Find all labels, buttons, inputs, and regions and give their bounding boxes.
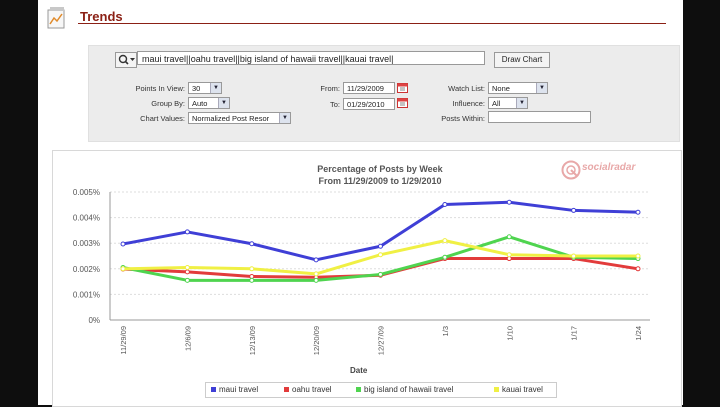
group-by-select[interactable]: Auto ▼ bbox=[188, 97, 230, 109]
legend-item: maui travel bbox=[211, 385, 258, 394]
legend-swatch bbox=[211, 387, 216, 393]
data-point bbox=[313, 277, 319, 283]
chart-values-select[interactable]: Normalized Post Resor ▼ bbox=[188, 112, 291, 124]
legend-item: big island of hawaii travel bbox=[356, 385, 453, 394]
x-tick-label: 1/10 bbox=[505, 326, 514, 341]
data-point bbox=[571, 207, 577, 213]
y-tick-label: 0.003% bbox=[73, 239, 100, 248]
data-point bbox=[506, 252, 512, 258]
chart-legend: maui travel oahu travel big island of hawa… bbox=[205, 382, 557, 398]
from-date-input[interactable]: 11/29/2009 bbox=[343, 82, 395, 94]
x-tick-label: 11/29/09 bbox=[119, 326, 128, 355]
chevron-down-icon: ▼ bbox=[536, 83, 547, 93]
group-by-label: Group By: bbox=[151, 99, 185, 108]
calendar-icon[interactable] bbox=[397, 97, 408, 108]
data-point bbox=[378, 243, 383, 249]
legend-label: maui travel bbox=[219, 385, 259, 394]
chevron-down-icon: ▼ bbox=[210, 83, 221, 93]
data-point bbox=[635, 253, 641, 259]
influence-select[interactable]: All ▼ bbox=[488, 97, 528, 109]
brand-name: socialradar bbox=[582, 162, 636, 173]
legend-label: oahu travel bbox=[292, 385, 332, 394]
data-point bbox=[184, 277, 190, 283]
y-tick-label: 0.004% bbox=[73, 214, 100, 223]
data-point bbox=[249, 266, 255, 272]
search-query-input[interactable]: maui travel||oahu travel||big island of … bbox=[137, 51, 485, 65]
y-tick-label: 0.002% bbox=[73, 265, 100, 274]
x-tick-label: 12/13/09 bbox=[248, 326, 257, 355]
series-line bbox=[122, 200, 639, 262]
legend-label: big island of hawaii travel bbox=[364, 385, 454, 394]
x-tick-label: 1/17 bbox=[570, 326, 579, 341]
legend-label: kauai travel bbox=[502, 385, 543, 394]
data-point bbox=[635, 209, 641, 215]
data-point bbox=[120, 241, 126, 247]
x-tick-label: 1/24 bbox=[634, 326, 643, 341]
data-point bbox=[442, 202, 448, 208]
posts-within-label: Posts Within: bbox=[441, 114, 485, 123]
socialradar-logo-icon bbox=[561, 160, 581, 180]
to-date-input[interactable]: 01/29/2010 bbox=[343, 98, 395, 110]
legend-item: kauai travel bbox=[494, 385, 543, 394]
points-in-view-label: Points In View: bbox=[135, 84, 185, 93]
page-title: Trends bbox=[80, 9, 123, 24]
watch-list-select[interactable]: None ▼ bbox=[488, 82, 548, 94]
legend-item: oahu travel bbox=[284, 385, 332, 394]
influence-label: Influence: bbox=[452, 99, 485, 108]
data-point bbox=[249, 241, 255, 247]
points-in-view-select[interactable]: 30 ▼ bbox=[188, 82, 222, 94]
data-point bbox=[442, 238, 448, 244]
data-point bbox=[571, 253, 577, 259]
chart-values-label: Chart Values: bbox=[140, 114, 185, 123]
search-icon[interactable] bbox=[115, 52, 137, 68]
chevron-down-icon: ▼ bbox=[218, 98, 229, 108]
data-point bbox=[184, 269, 190, 275]
data-point bbox=[120, 266, 126, 272]
chevron-down-icon: ▼ bbox=[516, 98, 527, 108]
calendar-icon[interactable] bbox=[397, 82, 408, 93]
data-point bbox=[635, 266, 641, 272]
x-tick-label: 1/3 bbox=[441, 326, 450, 336]
watch-list-label: Watch List: bbox=[448, 84, 485, 93]
data-point bbox=[249, 277, 255, 283]
legend-swatch bbox=[356, 387, 361, 393]
x-tick-label: 12/6/09 bbox=[183, 326, 192, 351]
to-label: To: bbox=[329, 100, 340, 109]
data-point bbox=[184, 229, 190, 235]
title-divider bbox=[78, 23, 666, 24]
y-tick-label: 0.001% bbox=[73, 290, 100, 299]
data-point bbox=[313, 257, 319, 263]
legend-swatch bbox=[284, 387, 289, 393]
data-point bbox=[506, 234, 512, 240]
chart-panel bbox=[52, 150, 682, 407]
data-point bbox=[184, 265, 190, 271]
y-tick-label: 0.005% bbox=[73, 188, 100, 197]
x-axis-label: Date bbox=[350, 366, 368, 375]
chart-subtitle: From 11/29/2009 to 1/29/2010 bbox=[318, 176, 442, 186]
data-point bbox=[378, 271, 383, 277]
data-point bbox=[378, 252, 383, 258]
data-point bbox=[506, 199, 512, 205]
trends-logo-icon bbox=[47, 7, 65, 29]
x-tick-label: 12/20/09 bbox=[312, 326, 321, 355]
chart-title: Percentage of Posts by Week bbox=[317, 164, 443, 174]
draw-chart-button[interactable]: Draw Chart bbox=[494, 52, 550, 68]
trend-line-chart: 0% 0.001% 0.002% 0.003% 0.004% 0.005% 11/29/09… bbox=[73, 188, 650, 355]
from-label: From: bbox=[320, 84, 340, 93]
data-point bbox=[442, 254, 448, 260]
posts-within-input[interactable] bbox=[488, 111, 591, 123]
legend-swatch bbox=[494, 387, 499, 393]
y-tick-label: 0% bbox=[88, 316, 100, 325]
x-tick-label: 12/27/09 bbox=[377, 326, 386, 355]
chevron-down-icon: ▼ bbox=[279, 113, 290, 123]
data-point bbox=[313, 271, 319, 277]
